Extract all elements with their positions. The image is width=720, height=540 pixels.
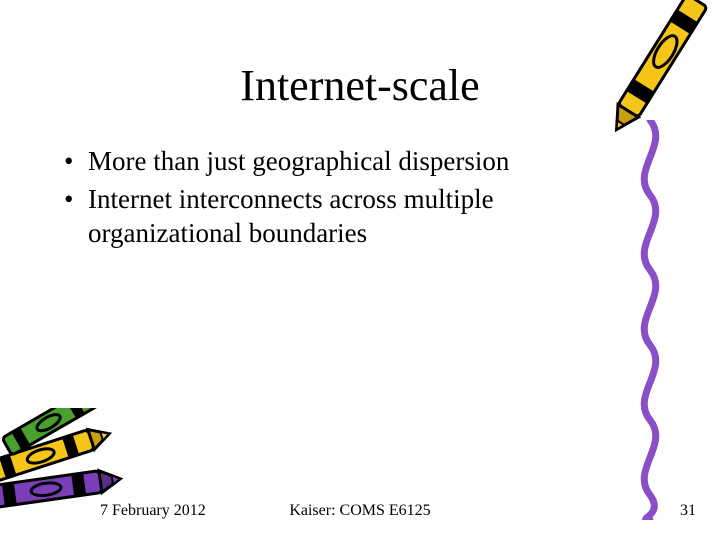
squiggle-icon <box>620 120 680 520</box>
footer-page: 31 <box>680 502 696 520</box>
bullet-list: More than just geographical dispersion I… <box>60 145 600 254</box>
list-item: Internet interconnects across multiple o… <box>60 183 600 251</box>
list-item: More than just geographical dispersion <box>60 145 600 179</box>
footer-center: Kaiser: COMS E6125 <box>0 502 720 520</box>
slide-title: Internet-scale <box>0 60 720 111</box>
slide: Internet-scale More than just geographic… <box>0 0 720 540</box>
